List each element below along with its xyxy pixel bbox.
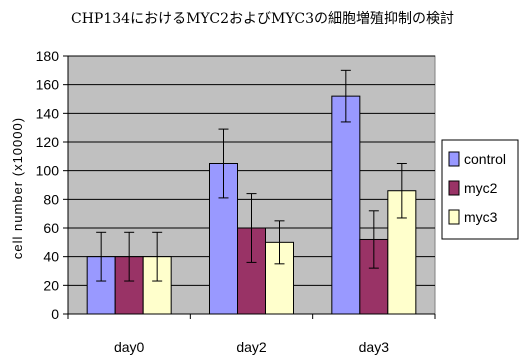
y-tick-label: 40 [43,249,59,265]
legend-swatch-control [448,151,460,167]
y-tick-label: 60 [43,220,59,236]
y-tick-label: 180 [36,48,60,64]
legend-label-control: control [464,151,506,167]
legend-swatch-myc3 [448,209,460,225]
y-tick-label: 80 [43,191,59,207]
y-tick-labels: 0 20 40 60 80 100 120 140 160 180 [36,48,60,322]
y-tick-label: 20 [43,277,59,293]
legend: control myc2 myc3 [441,139,519,240]
y-tick-label: 100 [36,163,60,179]
x-category-label: day2 [236,339,267,355]
y-tick-label: 0 [51,306,59,322]
x-category-label: day0 [114,339,145,355]
x-category-labels: day0 day2 day3 [114,339,389,355]
x-category-label: day3 [359,339,390,355]
axes [67,56,436,319]
legend-label-myc3: myc3 [464,209,498,225]
y-tick-label: 140 [36,105,60,121]
y-tick-label: 120 [36,134,60,150]
y-axis-label: cell number (x10000) [10,117,25,259]
chart-title: CHP134におけるMYC2およびMYC3の細胞増殖抑制の検討 [71,11,454,27]
bar-control-day3 [331,95,361,315]
error-bars [96,69,407,282]
legend-label-myc2: myc2 [464,180,498,196]
y-tick-label: 160 [36,77,60,93]
legend-swatch-myc2 [448,180,460,196]
